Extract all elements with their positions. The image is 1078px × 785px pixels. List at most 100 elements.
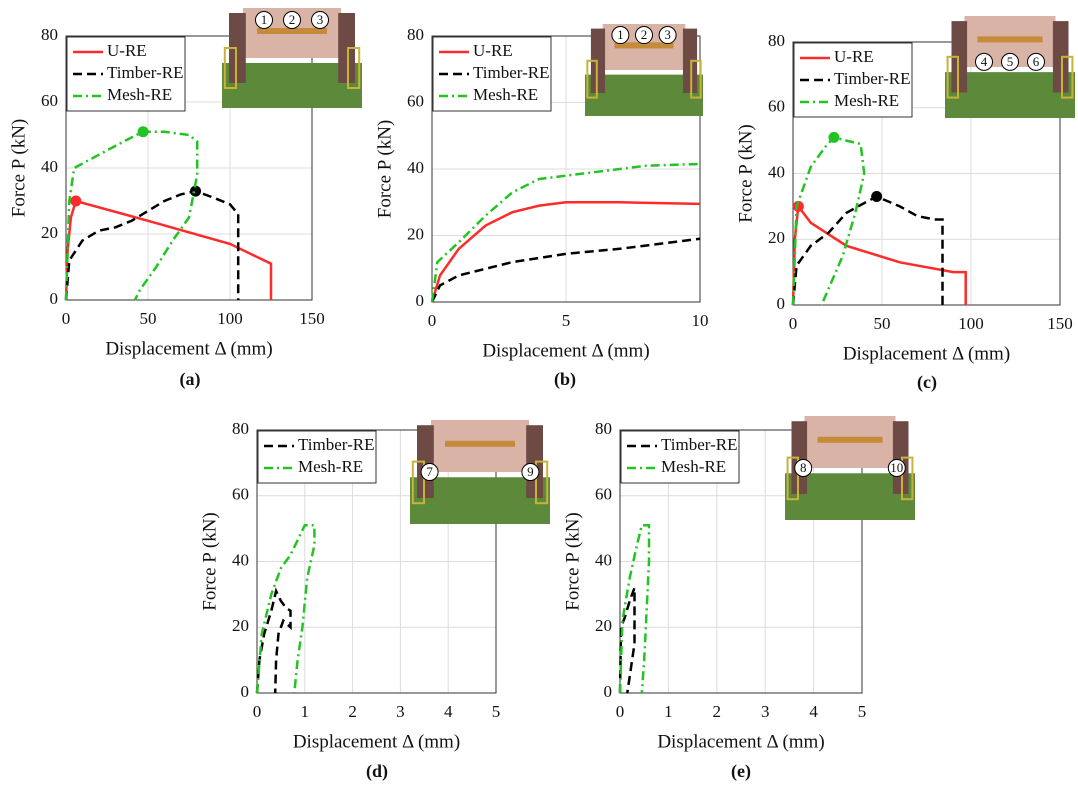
legend-box [66,36,186,112]
y-axis-label: Force P (kN) [199,512,220,611]
inset-beam [614,42,674,49]
inset-ground [410,477,550,524]
x-axis-label: Displacement Δ (mm) [657,731,824,752]
inset-scaffold [946,55,959,99]
x-tick-label: 150 [1047,314,1073,333]
inset-label: 3 [664,27,671,42]
legend-label: Timber-RE [473,63,549,82]
axes-frame [256,429,497,694]
inset-label: 9 [527,464,534,479]
inset-marker [1027,52,1045,71]
peak-marker [828,131,840,143]
y-tick-label: 40 [768,162,785,181]
y-tick-label: 0 [777,294,786,313]
x-tick-label: 100 [958,314,984,333]
inset-scaffold [223,47,238,89]
inset-label: 6 [1033,54,1040,69]
inset-scaffold [786,456,799,501]
series-line [791,195,944,306]
axes-frame [619,429,863,694]
legend-label: U-RE [834,47,874,66]
y-tick-label: 0 [241,682,250,701]
series-line [255,587,292,694]
x-tick-label: 150 [299,309,325,328]
inset-scaffold [535,460,549,505]
inset-scaffold [347,47,361,89]
inset-marker [975,52,993,71]
x-axis-label: Displacement Δ (mm) [105,338,272,359]
inset-marker [311,11,329,29]
legend-box [257,430,377,484]
series-line [430,162,701,303]
inset-label: 4 [981,54,988,69]
y-tick-label: 20 [407,224,424,243]
series-line [791,135,866,306]
inset-illustration: 4 5 6 [945,16,1075,118]
y-tick-label: 20 [41,223,58,242]
panel-label: (c) [917,372,937,393]
series-line [64,189,240,301]
y-tick-label: 40 [407,158,424,177]
legend-label: Timber-RE [107,63,183,82]
legend-label: Mesh-RE [834,91,899,110]
y-axis-label: Force P (kN) [562,512,583,611]
y-tick-label: 80 [595,419,612,438]
x-tick-label: 100 [217,309,243,328]
y-tick-label: 0 [50,289,59,308]
x-tick-label: 50 [874,314,891,333]
x-tick-label: 5 [492,702,501,721]
x-tick-label: 2 [713,702,722,721]
inset-left-wall [229,13,246,83]
inset-label: 8 [800,460,807,475]
inset-scaffold [586,59,598,99]
peak-marker [871,191,883,203]
x-tick-label: 0 [62,309,71,328]
series-line [64,199,273,301]
peak-marker [70,195,82,207]
x-tick-label: 0 [428,311,437,330]
x-tick-label: 2 [348,702,357,721]
y-tick-label: 20 [595,616,612,635]
x-tick-label: 0 [616,702,625,721]
legend-box [793,42,913,118]
x-tick-label: 0 [789,314,798,333]
y-tick-label: 60 [595,485,612,504]
inset-ground [222,63,362,108]
y-tick-label: 80 [407,25,424,44]
legend-label: Timber-RE [834,69,910,88]
x-axis-label: Displacement Δ (mm) [482,340,649,361]
y-axis-label: Force P (kN) [8,119,29,218]
y-tick-label: 40 [41,157,58,176]
inset-marker [1001,52,1019,71]
legend-label: U-RE [107,41,147,60]
inset-marker [521,463,540,481]
inset-marker [283,11,301,29]
series-line [64,130,199,301]
y-tick-label: 60 [232,485,249,504]
y-tick-label: 60 [41,91,58,110]
inset-marker [420,463,439,481]
x-tick-label: 1 [664,702,673,721]
series-line [255,524,316,694]
inset-label: 2 [641,27,648,42]
x-axis-label: Displacement Δ (mm) [293,731,460,752]
panel-label: (d) [366,761,388,782]
inset-marker [658,26,677,45]
inset-beam [977,36,1043,43]
series-line [618,524,651,694]
inset-beam [257,28,327,34]
y-tick-label: 80 [41,25,58,44]
panel-label: (e) [731,761,751,782]
inset-marker [635,26,653,45]
panel-label: (a) [180,369,201,390]
inset-label: 2 [289,12,296,27]
inset-marker [255,11,273,29]
inset-right-wall [682,28,698,94]
peak-marker [137,126,149,138]
y-tick-label: 40 [232,550,249,569]
peak-marker [190,185,202,197]
x-tick-label: 50 [140,309,157,328]
x-tick-label: 5 [858,702,867,721]
